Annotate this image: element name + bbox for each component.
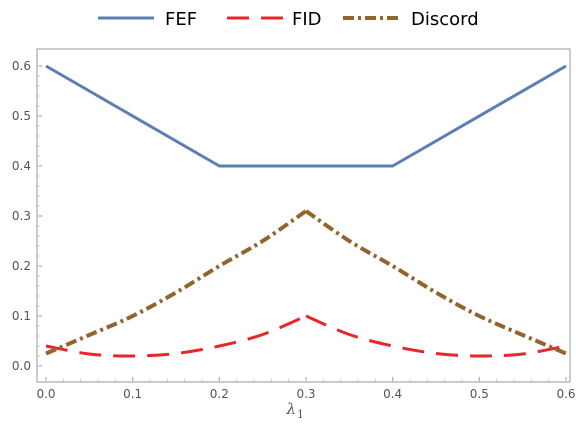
legend-label-discord: Discord <box>411 9 479 30</box>
plot-frame <box>36 48 571 383</box>
x-tick-label: 0.4 <box>383 387 402 401</box>
series-line-fef <box>45 64 567 168</box>
series-layer <box>45 64 567 358</box>
legend-label-fef: FEF <box>165 9 197 30</box>
x-tick-label: 0.6 <box>556 387 575 401</box>
x-tick-label: 0.2 <box>210 387 229 401</box>
y-tick-label: 0.6 <box>12 59 31 73</box>
x-tick-label: 0.1 <box>123 387 142 401</box>
y-tick-label: 0.0 <box>12 359 31 373</box>
x-tick-label: 0.0 <box>36 387 55 401</box>
legend-label-fid: FID <box>292 9 322 30</box>
x-tick-label: 0.3 <box>296 387 315 401</box>
y-tick-label: 0.1 <box>12 309 31 323</box>
x-axis-title-subscript: 1 <box>297 408 304 421</box>
series-line-fid <box>45 314 567 358</box>
y-axis: 0.0 0.1 0.2 0.3 0.4 0.5 0.6 <box>12 59 42 373</box>
x-axis: 0.0 0.1 0.2 0.3 0.4 0.5 0.6 <box>36 377 576 401</box>
series-line-discord <box>45 209 567 356</box>
y-tick-label: 0.5 <box>12 109 31 123</box>
x-axis-title: λ <box>285 400 296 418</box>
x-tick-label: 0.5 <box>470 387 489 401</box>
legend: FEF FID Discord <box>98 9 479 30</box>
y-tick-label: 0.2 <box>12 259 31 273</box>
y-tick-label: 0.4 <box>12 159 31 173</box>
y-tick-label: 0.3 <box>12 209 31 223</box>
